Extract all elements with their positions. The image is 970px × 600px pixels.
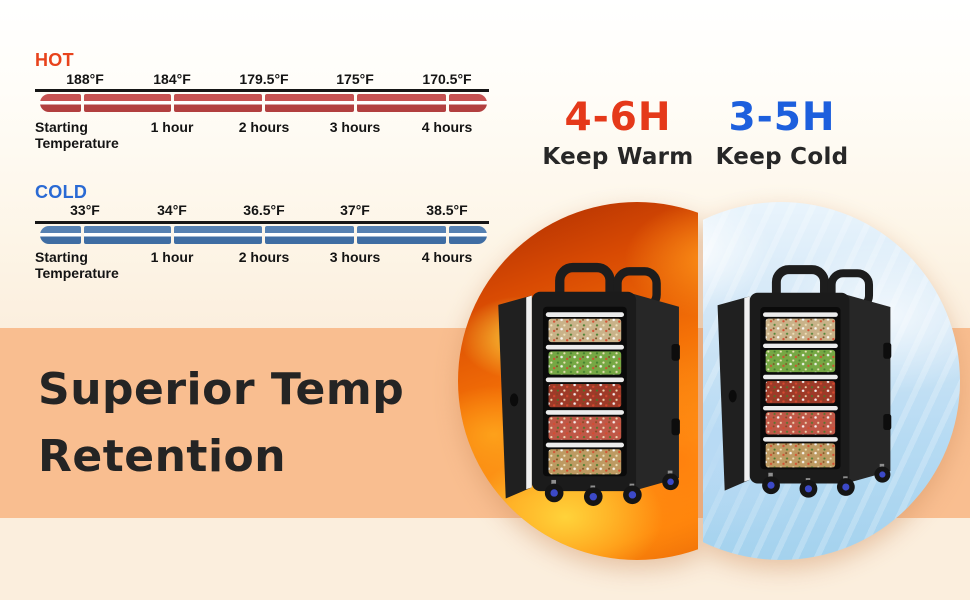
bar-segment <box>40 94 82 112</box>
bar-segment <box>174 226 262 244</box>
keep-warm-duration: 4-6H <box>564 95 672 140</box>
time-label: 1 hour <box>150 249 194 265</box>
time-label: Starting Temperature <box>35 119 119 151</box>
hot-temp-value: 175°F <box>336 71 374 87</box>
bar-segment <box>84 94 172 112</box>
time-label: 2 hours <box>238 249 290 265</box>
page-title-line1: Superior Temp <box>38 364 405 415</box>
bar-segment <box>84 226 172 244</box>
cold-temp-value: 37°F <box>340 202 370 218</box>
cold-timeline-bar <box>40 226 487 244</box>
hot-axis-line <box>35 89 489 92</box>
page-title: Superior Temp Retention <box>38 356 468 490</box>
bar-segment <box>40 226 82 244</box>
hot-temperature-row: 188°F 184°F 179.5°F 175°F 170.5°F <box>0 71 520 91</box>
time-label: 3 hours <box>329 119 381 135</box>
bar-segment <box>448 226 487 244</box>
bar-segment <box>174 94 262 112</box>
hot-section-label: HOT <box>35 50 74 70</box>
time-label: 2 hours <box>238 119 290 135</box>
cold-axis-line <box>35 221 489 224</box>
keep-warm-badge: 4-6H Keep Warm <box>540 95 696 171</box>
hot-temp-value: 179.5°F <box>239 71 289 87</box>
hot-temp-value: 188°F <box>66 71 104 87</box>
keep-cold-label: Keep Cold <box>715 144 849 170</box>
hot-temp-value: 184°F <box>153 71 191 87</box>
hot-timeline-bar <box>40 94 487 112</box>
time-label: 4 hours <box>421 119 473 135</box>
bar-segment <box>264 94 354 112</box>
page-title-line2: Retention <box>38 431 287 482</box>
cold-section-label: COLD <box>35 182 88 202</box>
cold-temp-value: 34°F <box>157 202 187 218</box>
time-label: 4 hours <box>421 249 473 265</box>
keep-cold-duration: 3-5H <box>728 95 836 140</box>
time-label: Starting Temperature <box>35 249 119 281</box>
cold-temp-value: 38.5°F <box>426 202 468 218</box>
time-label: 1 hour <box>150 119 194 135</box>
bar-segment <box>356 94 446 112</box>
bar-segment <box>356 226 446 244</box>
cold-temperature-row: 33°F 34°F 36.5°F 37°F 38.5°F <box>0 202 520 222</box>
hot-time-row: Starting Temperature 1 hour 2 hours 3 ho… <box>0 119 520 151</box>
keep-cold-badge: 3-5H Keep Cold <box>704 95 860 171</box>
keep-warm-label: Keep Warm <box>542 144 694 170</box>
cold-time-row: Starting Temperature 1 hour 2 hours 3 ho… <box>0 249 520 281</box>
bar-segment <box>448 94 487 112</box>
time-label: 3 hours <box>329 249 381 265</box>
hot-temp-value: 170.5°F <box>422 71 472 87</box>
cold-temp-value: 33°F <box>70 202 100 218</box>
bar-segment <box>264 226 354 244</box>
cold-temp-value: 36.5°F <box>243 202 285 218</box>
